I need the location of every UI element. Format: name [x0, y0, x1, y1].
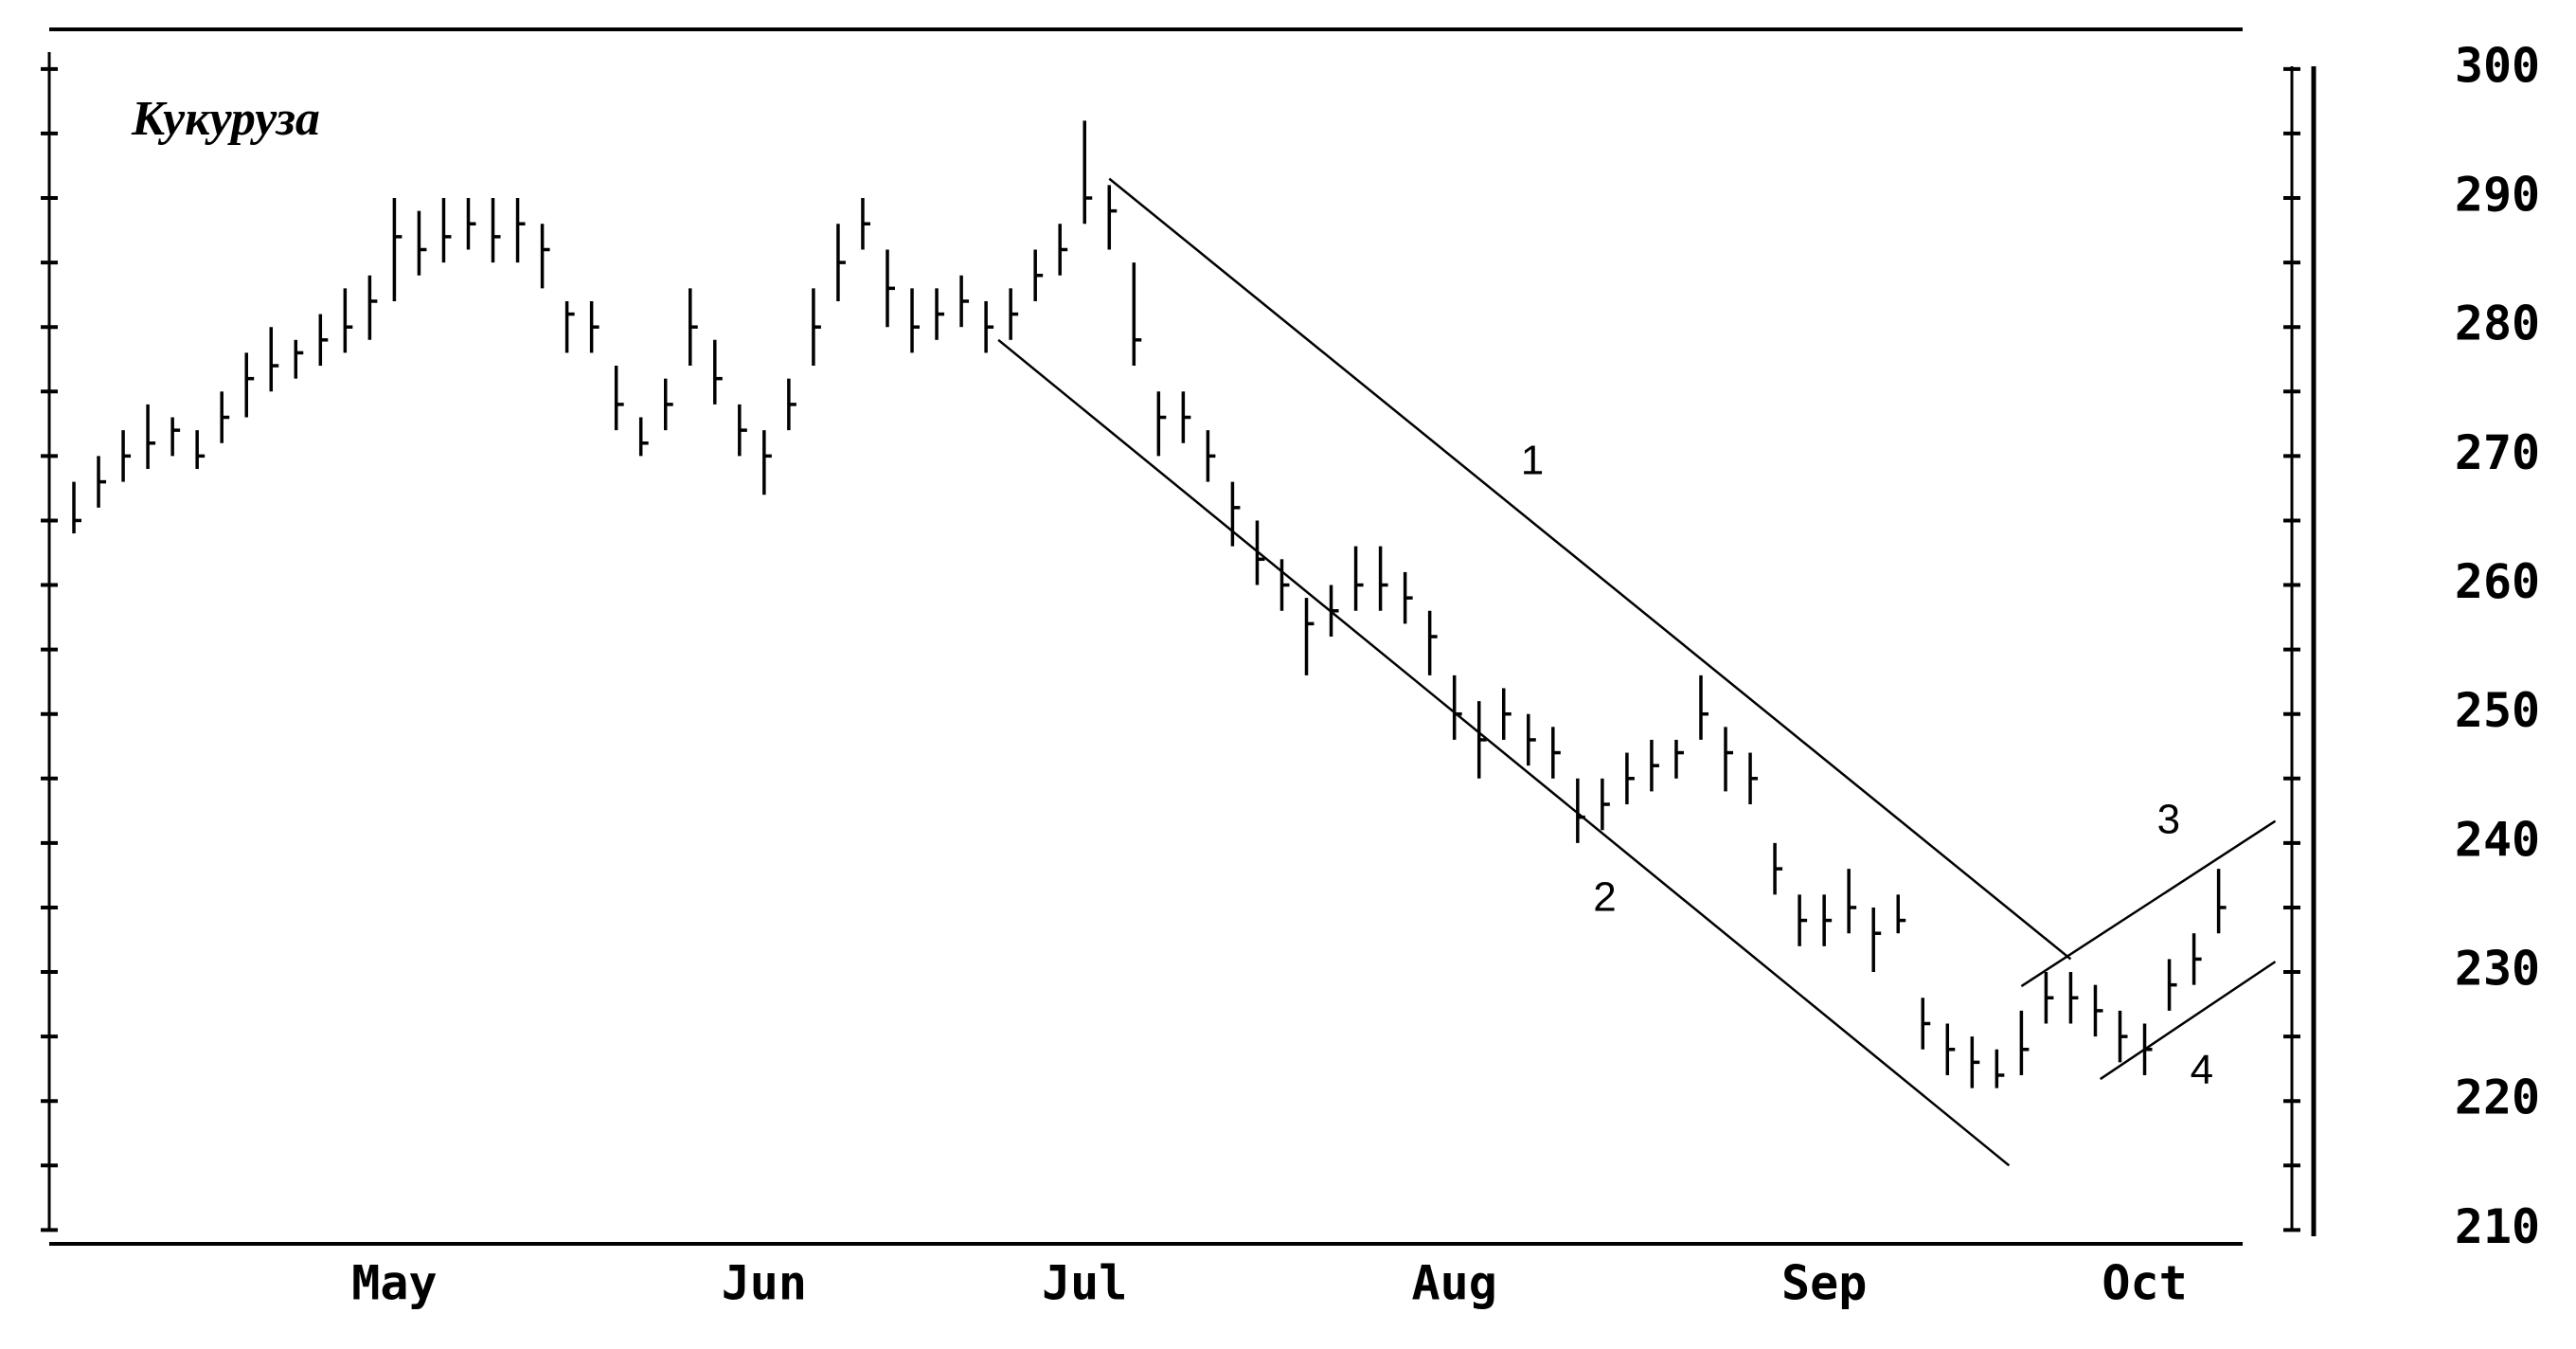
y-tick-label: 240 — [2455, 812, 2540, 867]
y-tick-label: 230 — [2455, 942, 2540, 997]
trend-line — [2020, 819, 2277, 988]
trend-line-label: 4 — [2191, 1047, 2213, 1093]
x-tick-label: Jun — [722, 1256, 807, 1311]
x-tick-label: Sep — [1781, 1256, 1867, 1311]
x-tick-label: Oct — [2102, 1256, 2187, 1311]
trend-line-label: 3 — [2157, 797, 2180, 843]
y-tick-label: 270 — [2455, 425, 2540, 480]
x-tick-label: Aug — [1412, 1256, 1497, 1311]
trend-line — [2099, 961, 2277, 1081]
y-tick-label: 290 — [2455, 168, 2540, 223]
x-tick-label: Jul — [1042, 1256, 1127, 1311]
y-tick-label: 300 — [2455, 38, 2540, 93]
trend-line — [1108, 177, 2072, 961]
trend-line-label: 1 — [1521, 438, 1544, 484]
trend-line — [997, 338, 2011, 1167]
chart-title: Кукуруза — [131, 92, 320, 146]
trend-line-label: 2 — [1593, 873, 1616, 920]
x-tick-label: May — [351, 1256, 437, 1311]
y-tick-label: 210 — [2455, 1199, 2540, 1254]
y-tick-label: 280 — [2455, 297, 2540, 351]
y-tick-label: 250 — [2455, 683, 2540, 738]
y-tick-label: 220 — [2455, 1070, 2540, 1125]
y-tick-label: 260 — [2455, 554, 2540, 609]
